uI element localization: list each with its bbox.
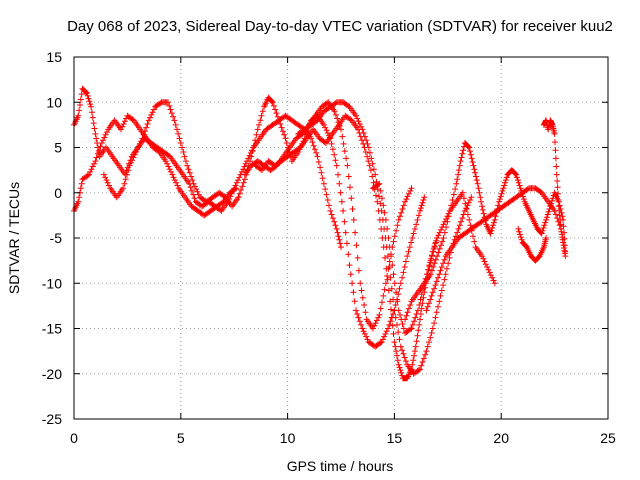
x-tick-label: 25 [600,430,616,446]
x-tick-label: 10 [280,430,296,446]
y-tick-label: -15 [42,321,62,337]
point-markers [370,180,498,336]
x-tick-label: 20 [493,430,509,446]
series-arc-10 [515,225,550,264]
y-tick-label: -25 [42,411,62,427]
y-tick-label: -10 [42,275,62,291]
x-axis-label: GPS time / hours [287,458,394,474]
series-arc-8 [402,140,569,323]
series-arc-9 [423,185,564,314]
y-axis-label: SDTVAR / TECUs [6,182,22,294]
point-markers [515,225,550,264]
series-arc-11 [540,117,569,260]
y-tick-label: 10 [46,94,62,110]
x-tick-label: 0 [70,430,78,446]
point-markers [402,140,569,323]
y-tick-label: 5 [54,140,62,156]
x-tick-label: 15 [387,430,403,446]
point-markers [423,185,564,314]
y-tick-label: 15 [46,49,62,65]
series-arc-7 [370,180,498,336]
y-tick-label: -20 [42,366,62,382]
y-tick-label: 0 [54,185,62,201]
chart-title: Day 068 of 2023, Sidereal Day-to-day VTE… [67,18,613,35]
y-tick-label: -5 [50,230,63,246]
point-markers [540,117,569,260]
axis-ticks: 0 5 10 15 20 25 -25 -20 -15 -10 -5 0 5 10 15 [42,49,616,446]
x-tick-label: 5 [177,430,185,446]
